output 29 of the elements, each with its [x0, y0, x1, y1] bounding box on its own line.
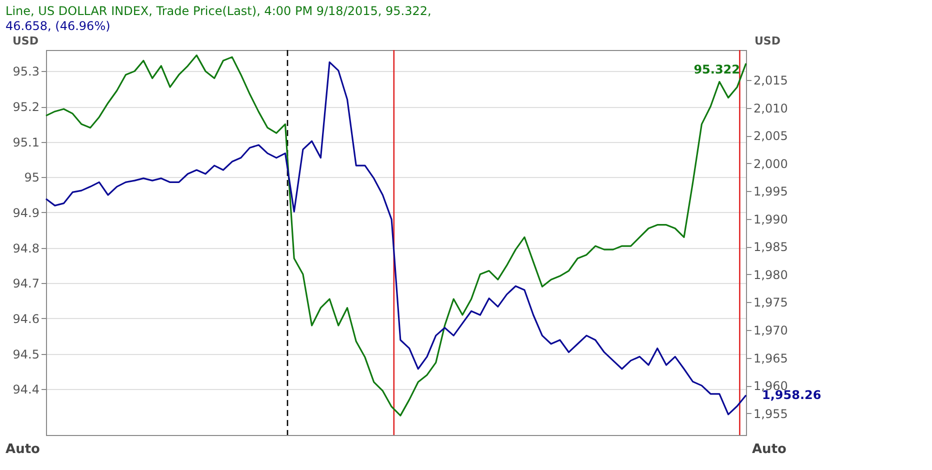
- y-tick-label: 95.1: [12, 135, 40, 150]
- y2-tick-label: 1,965: [754, 351, 788, 366]
- y2-tick-label: 2,005: [754, 129, 788, 144]
- y-tick-label: 94.8: [12, 241, 40, 256]
- y2-axis-title: USD: [754, 34, 780, 48]
- y2-tick-label: 1,955: [754, 406, 788, 421]
- y2-tick-label: 1,975: [754, 296, 788, 310]
- y-tick-label: 94.4: [12, 382, 40, 397]
- y2-tick-label: 1,995: [754, 184, 788, 199]
- y-tick-label: 94.6: [12, 312, 40, 326]
- y2-tick-label: 1,985: [754, 240, 788, 254]
- y2-tick-label: 2,015: [754, 74, 788, 88]
- text: Auto: [6, 442, 40, 457]
- y-tick-label: 94.5: [12, 347, 40, 362]
- y2-tick-label: 1,970: [754, 324, 788, 338]
- y2-tick-label: 1,990: [754, 212, 788, 226]
- y2-tick-label: 2,000: [754, 156, 788, 171]
- y-tick-label: 94.7: [12, 276, 40, 291]
- text: Auto: [752, 442, 787, 457]
- y-axis-title: USD: [12, 34, 38, 48]
- y-tick-label: 94.9: [12, 206, 40, 220]
- chart-title: Line, US DOLLAR INDEX, Trade Price(Last), 4:00 PM 9/18/2015, 95.322,: [6, 4, 432, 18]
- chart-subtitle: 46.658, (46.96%): [6, 19, 110, 33]
- y2-tick-label: 1,980: [754, 268, 788, 282]
- y2-tick-label: 2,010: [754, 101, 788, 116]
- y-tick-label: 95.2: [12, 100, 40, 114]
- y-tick-label: 95: [24, 170, 40, 185]
- y-tick-label: 95.3: [12, 64, 40, 79]
- data-label: 95.322: [694, 62, 740, 76]
